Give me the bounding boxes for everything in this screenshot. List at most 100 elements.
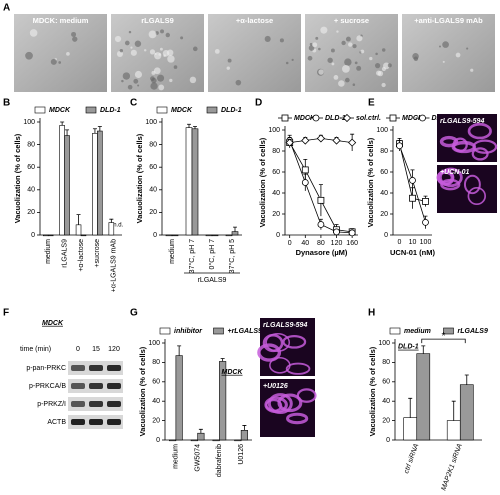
x-tick-label: 120	[331, 240, 343, 247]
bar	[234, 439, 242, 442]
bar	[211, 234, 219, 237]
cell-texture	[119, 48, 124, 53]
x-tick-label: 80	[317, 240, 325, 247]
y-tick-label: 80	[380, 148, 388, 155]
cell-texture	[375, 52, 378, 56]
point	[422, 218, 429, 226]
panel-label: H	[368, 308, 375, 319]
point	[422, 197, 429, 205]
point	[317, 196, 325, 204]
blot-row-label: p-PRKCA/B	[29, 383, 66, 390]
point	[396, 142, 403, 150]
x-tick-label: GW5074	[194, 444, 201, 472]
cell-texture	[151, 77, 157, 84]
error-bar	[421, 345, 426, 354]
cell-stain	[285, 362, 311, 375]
panel-label: A	[3, 3, 10, 14]
x-tick-label: 0°C, pH 7	[208, 239, 216, 270]
cell-texture	[114, 35, 122, 43]
y-tick-label: 0	[153, 232, 157, 239]
cell-texture	[128, 30, 132, 34]
cell-texture	[143, 49, 147, 52]
y-axis-label: Vacuolization (% of cells)	[135, 133, 144, 223]
blot-band	[89, 419, 103, 425]
blot-row-label: p-pan-PRKC	[26, 365, 66, 372]
image-label: rLGALS9-594	[263, 322, 307, 329]
cell-texture	[348, 42, 353, 47]
cell-texture	[122, 72, 131, 80]
cell-texture	[148, 30, 157, 39]
cell-texture	[330, 48, 335, 53]
legend-swatch	[159, 327, 171, 335]
point	[301, 179, 309, 186]
x-tick-label: 160	[346, 240, 358, 247]
cell-texture	[336, 30, 339, 33]
cell-texture	[149, 49, 156, 55]
cell-texture	[442, 60, 445, 63]
blot-time: 0	[76, 346, 80, 353]
cell-texture	[315, 36, 319, 40]
x-tick-label: 37°C, pH 5	[228, 239, 236, 273]
point	[409, 176, 416, 184]
panel-label: G	[130, 308, 138, 319]
cell-texture	[356, 65, 362, 71]
bar	[64, 135, 70, 236]
legend-label: DLD-1	[221, 107, 242, 114]
image-label: +U0126	[263, 383, 288, 390]
bar	[231, 231, 239, 236]
blot-band	[89, 365, 103, 371]
cell-texture	[345, 77, 350, 83]
annotation: *	[442, 331, 446, 342]
x-tick-label: +sucrose	[94, 239, 101, 268]
cell-texture	[387, 63, 392, 68]
value-label: n.d.	[113, 223, 123, 229]
error-bar	[97, 126, 102, 132]
cell-texture	[130, 49, 137, 56]
bar	[190, 439, 198, 442]
x-axis-label: UCN-01 (nM)	[390, 248, 435, 257]
micrograph	[402, 14, 495, 92]
legend-swatch	[443, 327, 454, 335]
cell-stain	[439, 167, 463, 188]
legend-label: MDCK	[294, 115, 316, 122]
cell-texture	[360, 49, 365, 54]
cell-texture	[338, 80, 345, 87]
cell-texture	[412, 53, 419, 60]
bar	[42, 234, 49, 237]
cell-texture	[369, 56, 373, 61]
y-tick-label: 0	[156, 437, 160, 444]
axis	[284, 126, 358, 236]
cell-texture	[25, 51, 33, 60]
cell-texture	[165, 32, 171, 38]
x-tick-label: ctrl siRNA	[403, 443, 420, 475]
y-tick-label: 20	[380, 211, 388, 218]
error-bar	[65, 129, 70, 136]
point	[285, 138, 294, 147]
legend-marker	[342, 113, 352, 123]
cell-texture	[327, 57, 333, 63]
bar	[47, 234, 54, 237]
legend-label: rLGALS9	[458, 328, 488, 335]
y-tick-label: 20	[272, 211, 280, 218]
error-bar	[242, 425, 247, 431]
y-tick-label: 100	[145, 119, 157, 126]
micrograph-label: + sucrose	[334, 16, 369, 25]
legend-label: DLD-1	[325, 115, 346, 122]
error-bar	[60, 121, 65, 126]
cell-texture	[333, 75, 339, 80]
legend-label: MDCK	[49, 107, 71, 114]
cell-texture	[320, 26, 328, 34]
y-tick-label: 40	[27, 187, 35, 194]
cell-texture	[180, 36, 184, 40]
bar	[92, 133, 98, 236]
legend-label: inhibitor	[174, 328, 203, 335]
blot-row-label: p-PRKZ/I	[37, 401, 66, 408]
x-tick-label: +α-lactose	[78, 239, 85, 272]
blot-band	[89, 401, 103, 407]
point	[332, 136, 341, 145]
x-tick-label: 0	[288, 240, 292, 247]
cell-stain	[265, 332, 291, 352]
panel-label: D	[255, 98, 262, 109]
y-tick-label: 0	[31, 232, 35, 239]
cell-stain	[463, 174, 481, 195]
